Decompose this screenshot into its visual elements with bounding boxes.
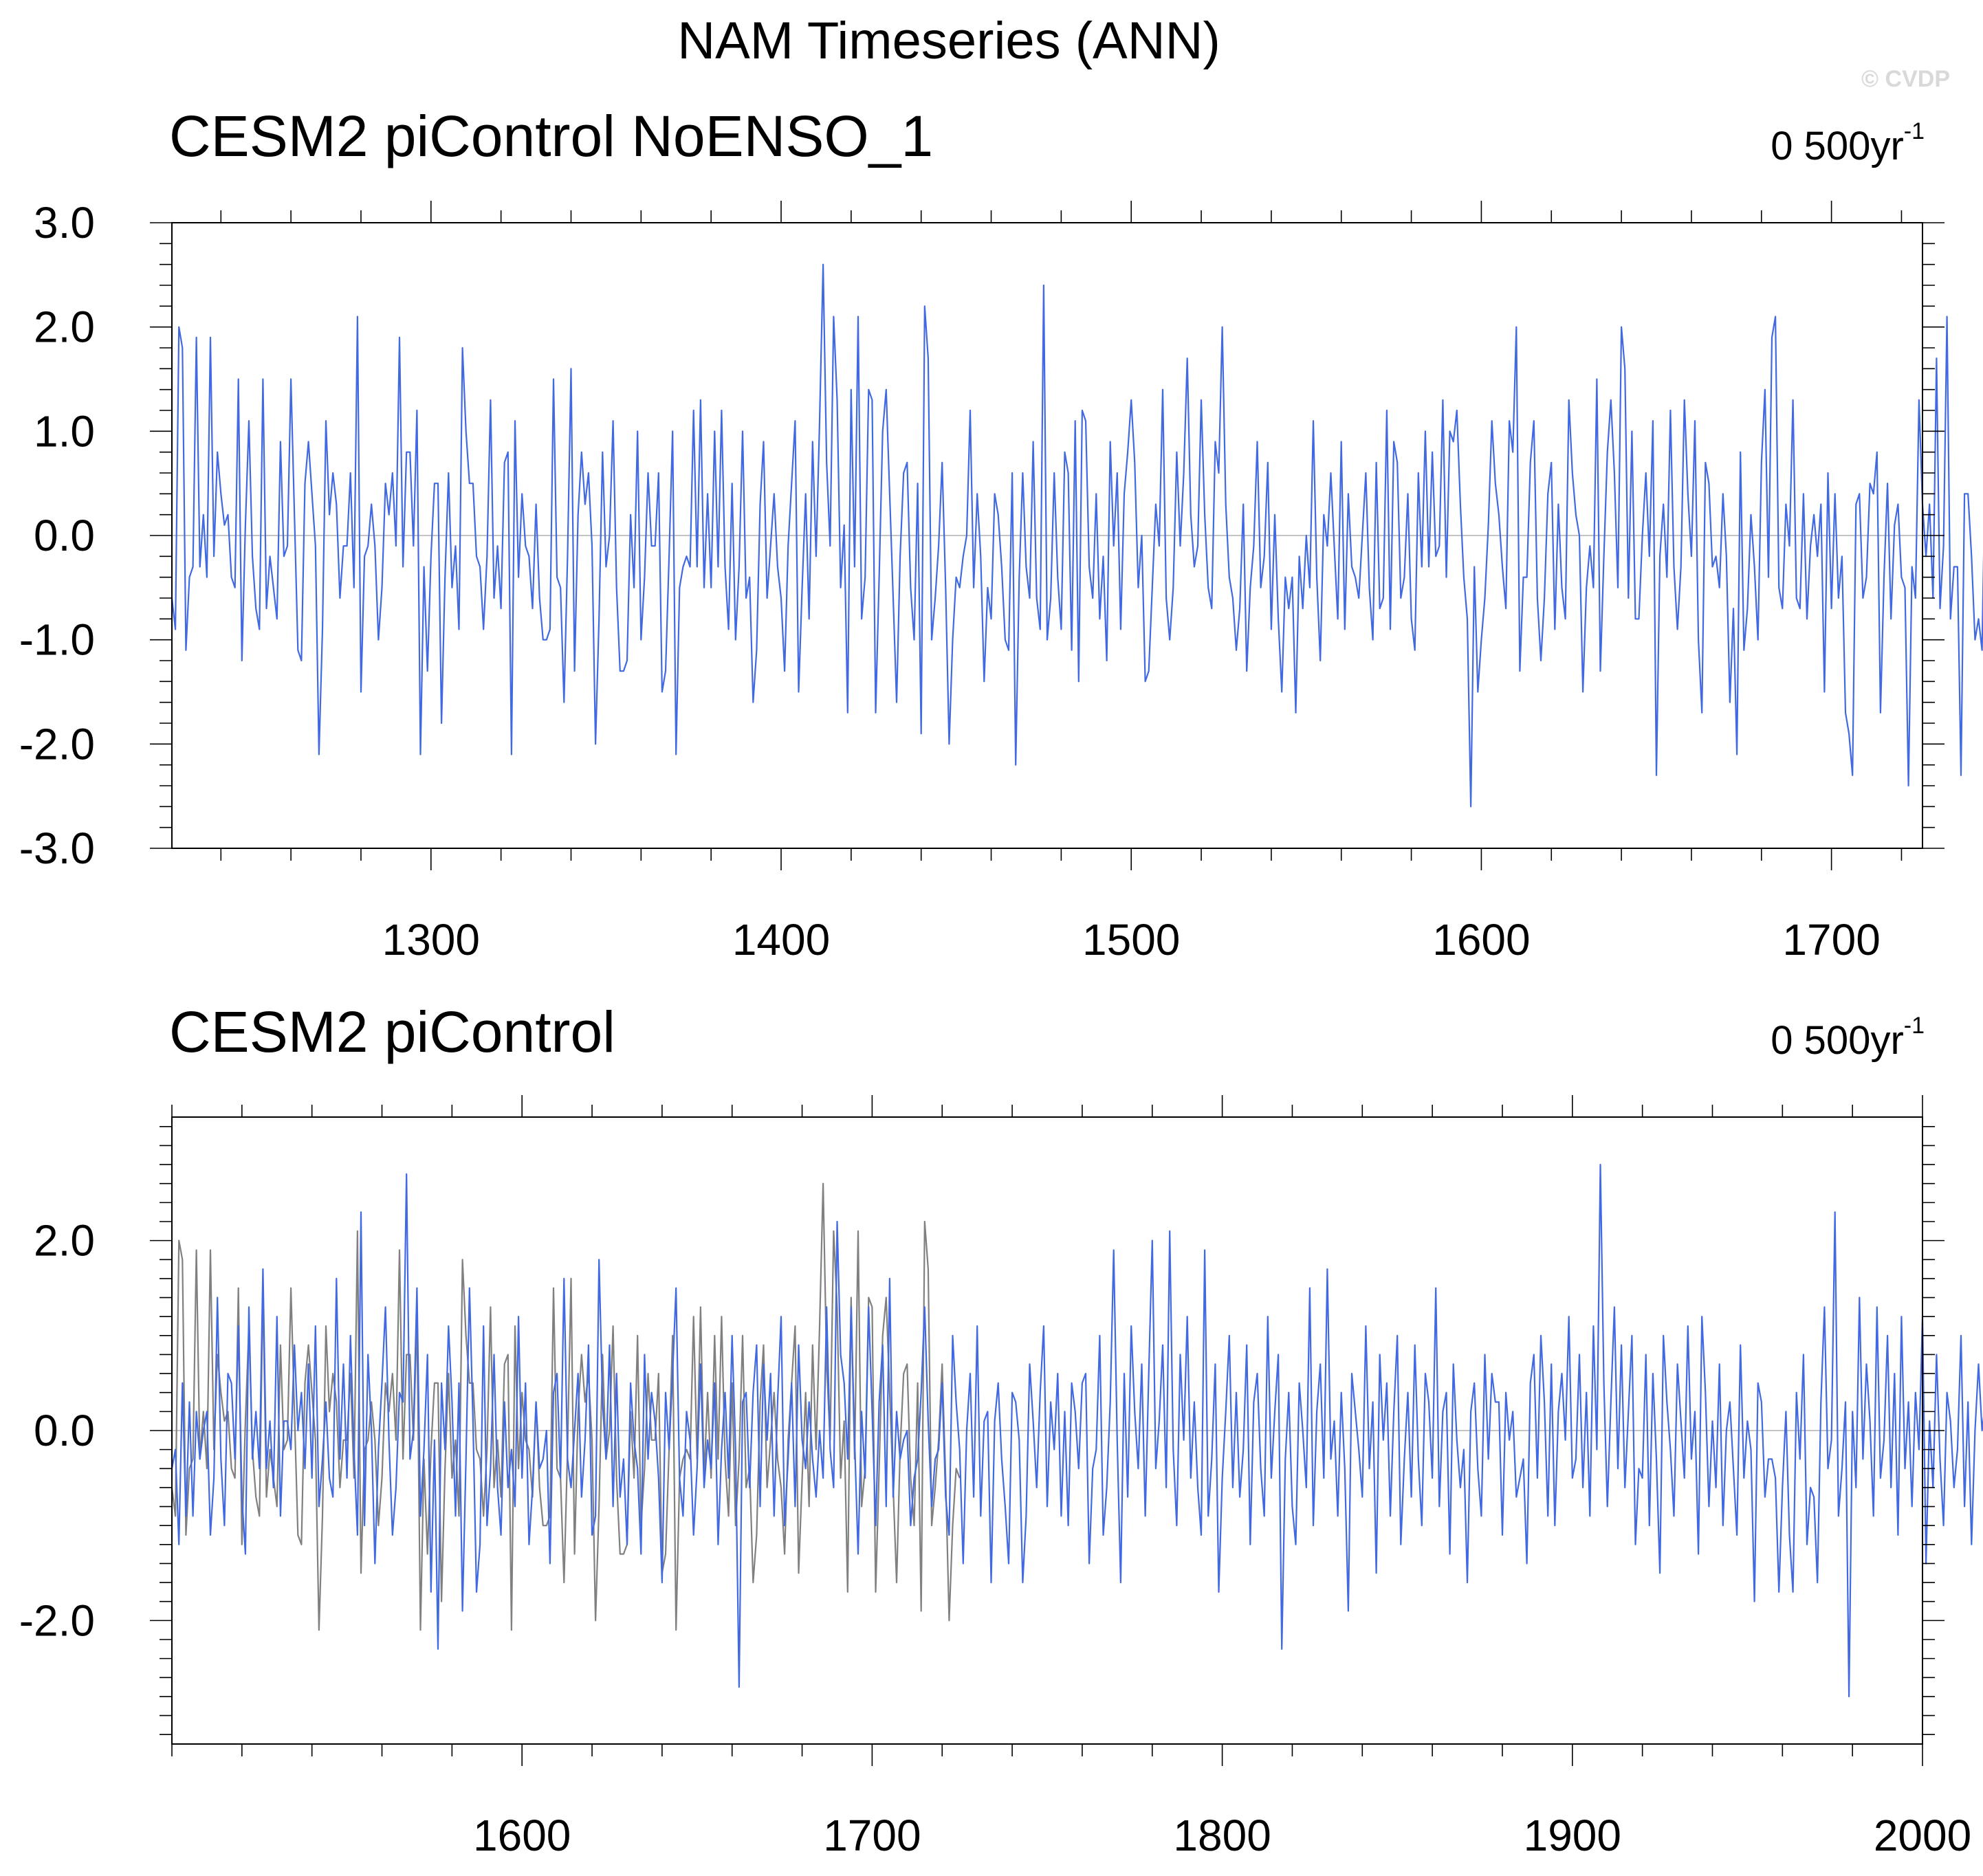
y-tick-label: 2.0 <box>34 1216 95 1266</box>
y-tick-label: 1.0 <box>34 406 95 456</box>
x-tick-label: 1800 <box>1173 1811 1271 1860</box>
y-tick-label: 3.0 <box>34 198 95 247</box>
x-tick-label: 1600 <box>473 1811 571 1860</box>
y-tick-label: -1.0 <box>19 615 95 665</box>
y-tick-label: 0.0 <box>34 511 95 560</box>
x-tick-label: 2000 <box>1874 1811 1971 1860</box>
series-line-2 <box>171 1163 1983 1697</box>
panel-2-rate-label: 0 500yr-1 <box>1771 1013 1925 1063</box>
x-tick-label: 1700 <box>1782 915 1880 964</box>
x-tick-label: 1900 <box>1524 1811 1621 1860</box>
panel-2-plot: 1600 1700 1800 1900 2000 -2.0 0.0 2.0 <box>19 1095 1983 1860</box>
y-tick-label: 0.0 <box>34 1406 95 1455</box>
x-tick-label: 1600 <box>1432 915 1530 964</box>
panel-1-rate-label: 0 500yr-1 <box>1771 118 1925 168</box>
y-tick-label: -2.0 <box>19 1596 95 1645</box>
y-tick-label: -2.0 <box>19 719 95 769</box>
y-tick-label: 2.0 <box>34 302 95 352</box>
series-line-1 <box>171 263 1983 808</box>
panel-1-plot: 1300 1400 1500 1600 1700 -3.0 -2.0 -1.0 0.0 1.0 2.… <box>19 198 1983 964</box>
panel-1-title: CESM2 piControl NoENSO_1 <box>169 104 934 168</box>
y-tick-label: -3.0 <box>19 824 95 873</box>
x-tick-label: 1700 <box>823 1811 921 1860</box>
x-tick-label: 1400 <box>732 915 830 964</box>
x-tick-label: 1500 <box>1082 915 1180 964</box>
figure-title: NAM Timeseries (ANN) <box>677 12 1220 70</box>
x-tick-label: 1300 <box>382 915 480 964</box>
copyright-watermark: © CVDP <box>1861 66 1950 92</box>
panel-2-title: CESM2 piControl <box>169 1000 615 1064</box>
